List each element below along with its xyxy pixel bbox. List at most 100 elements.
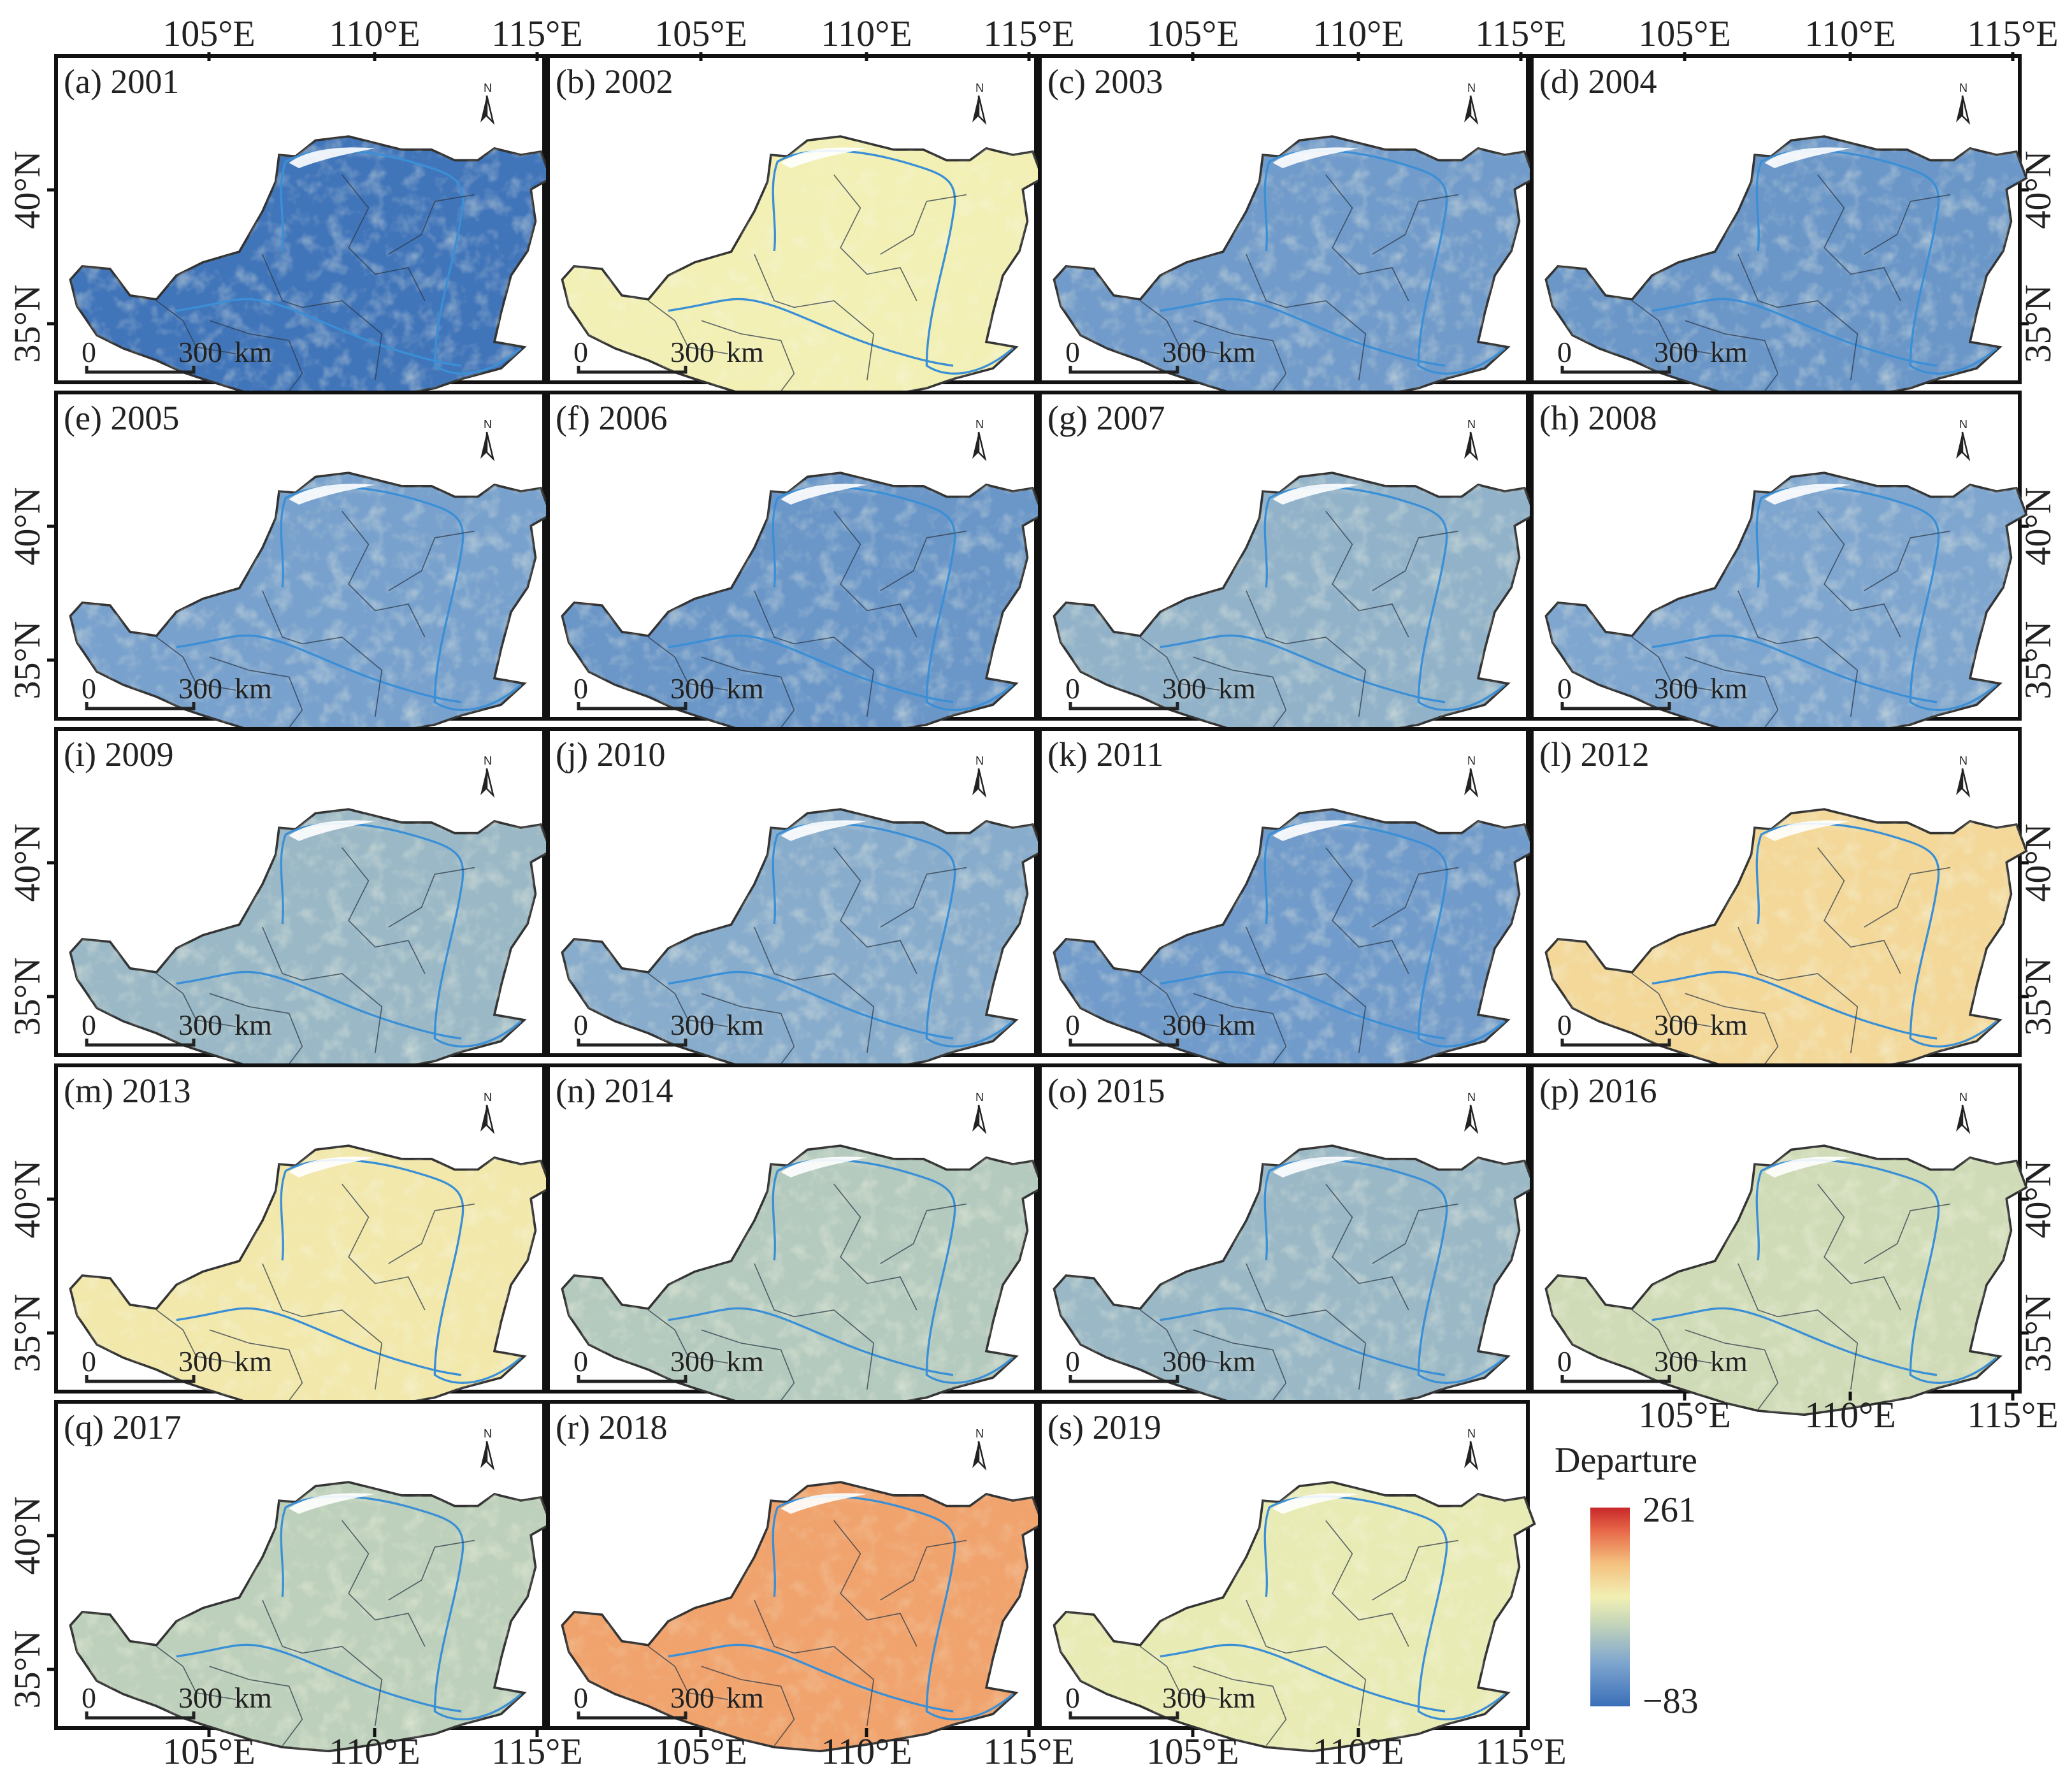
scale-unit-label: km	[726, 1009, 764, 1041]
province-boundary	[1140, 1309, 1220, 1364]
province-boundary	[701, 993, 795, 1074]
desert-mask	[1764, 147, 1851, 168]
scale-distance-label: 300	[178, 672, 222, 705]
scale-bar-line	[577, 366, 687, 374]
north-arrow: N	[972, 1427, 987, 1471]
north-arrow-icon	[1956, 768, 1962, 795]
province-boundary	[1246, 1599, 1367, 1726]
north-arrow-label: N	[1467, 754, 1476, 767]
latitude-label: 35°N	[6, 957, 48, 1035]
scale-distance-label: 300	[670, 1682, 714, 1714]
axis-ticks	[47, 52, 2029, 1737]
map-panel: N 0 300 km (f) 2006	[546, 391, 1044, 744]
north-arrow: N	[1464, 754, 1479, 798]
north-arrow-icon	[972, 1105, 979, 1132]
scale-bar-line	[1560, 1039, 1671, 1047]
province-boundary	[209, 320, 303, 401]
wei-river	[668, 1643, 954, 1713]
province-boundary	[262, 926, 383, 1053]
wei-river	[1160, 634, 1446, 703]
panel-title: (j) 2010	[556, 735, 665, 774]
scale-unit-label: km	[726, 672, 764, 705]
desert-mask	[1272, 820, 1359, 841]
longitude-label: 105°E	[1146, 1731, 1239, 1772]
legend-title: Departure	[1555, 1441, 1697, 1480]
north-arrow-label: N	[1959, 1091, 1968, 1104]
scale-zero-label: 0	[1065, 672, 1080, 705]
scale-unit-label: km	[1710, 336, 1748, 368]
desert-mask	[289, 1493, 375, 1514]
province-boundary	[1140, 973, 1220, 1028]
scale-bar: 0 300 km	[573, 336, 764, 374]
yellow-river	[1755, 486, 1997, 711]
province-boundary	[209, 993, 303, 1074]
province-boundary	[388, 530, 475, 591]
latitude-label: 40°N	[2017, 150, 2059, 229]
scale-zero-label: 0	[573, 1345, 588, 1378]
longitude-label: 110°E	[1313, 1731, 1404, 1772]
north-arrow-icon	[1956, 96, 1962, 122]
province-boundary	[342, 510, 426, 638]
north-arrow: N	[480, 754, 495, 798]
scale-bar-line	[1560, 366, 1671, 374]
scale-unit-label: km	[1218, 672, 1256, 705]
wei-river	[176, 970, 462, 1040]
wei-river	[1160, 970, 1446, 1040]
scale-distance-label: 300	[1162, 336, 1206, 368]
latitude-label: 40°N	[6, 823, 48, 902]
scale-bar: 0 300 km	[1065, 1682, 1256, 1720]
yellow-river	[772, 486, 1014, 711]
scale-bar: 0 300 km	[573, 1345, 764, 1383]
map-panel: N 0 300 km (a) 2001	[54, 54, 552, 407]
province-boundary	[1632, 300, 1712, 355]
scale-distance-label: 300	[178, 1009, 222, 1041]
province-boundary	[262, 1599, 383, 1726]
latitude-label: 35°N	[2017, 284, 2059, 363]
scale-bar: 0 300 km	[82, 1682, 272, 1720]
province-boundary	[156, 637, 236, 691]
scale-zero-label: 0	[573, 336, 588, 368]
scale-unit-label: km	[1218, 1345, 1256, 1378]
north-arrow-icon	[1956, 432, 1962, 459]
province-boundary	[833, 847, 917, 974]
province-boundary	[1246, 1263, 1367, 1390]
legend-max-label: 261	[1643, 1490, 1696, 1530]
north-arrow-label: N	[975, 82, 984, 94]
province-boundary	[648, 973, 728, 1028]
longitude-label: 110°E	[1313, 13, 1404, 54]
scale-zero-label: 0	[82, 336, 96, 368]
wei-river	[1651, 1307, 1938, 1376]
wei-river	[668, 298, 954, 367]
axis-labels: 105°E 110°E 115°E 105°E 110°E 115°E 105°E 110°E…	[6, 13, 2059, 1772]
scale-distance-label: 300	[178, 336, 222, 368]
province-boundary	[1817, 847, 1901, 974]
yellow-river	[1755, 1158, 1997, 1384]
longitude-label: 115°E	[983, 1731, 1074, 1772]
panel-title: (f) 2006	[556, 399, 667, 437]
scale-distance-label: 300	[1654, 672, 1698, 705]
desert-mask	[1764, 484, 1851, 505]
scale-unit-label: km	[1710, 1009, 1748, 1041]
province-boundary	[1685, 656, 1779, 737]
scale-distance-label: 300	[178, 1682, 222, 1714]
panel-title: (q) 2017	[64, 1408, 181, 1446]
province-boundary	[1325, 847, 1409, 974]
province-boundary	[1372, 194, 1458, 255]
scale-unit-label: km	[726, 336, 764, 368]
yellow-river	[772, 149, 1014, 375]
scale-zero-label: 0	[1557, 336, 1572, 368]
scale-unit-label: km	[234, 336, 272, 368]
longitude-label: 110°E	[1804, 13, 1896, 54]
province-boundary	[1193, 320, 1287, 401]
longitude-label: 110°E	[1804, 1394, 1896, 1436]
longitude-label: 110°E	[821, 1731, 912, 1772]
desert-mask	[781, 147, 867, 168]
scale-bar-line	[85, 1375, 196, 1383]
scale-distance-label: 300	[1162, 1682, 1206, 1714]
map-panel: N 0 300 km (p) 2016	[1530, 1063, 2028, 1416]
north-arrow-label: N	[484, 754, 492, 767]
province-boundary	[754, 254, 875, 380]
desert-mask	[289, 484, 375, 505]
latitude-label: 40°N	[2017, 487, 2059, 565]
latitude-label: 40°N	[2017, 823, 2059, 902]
